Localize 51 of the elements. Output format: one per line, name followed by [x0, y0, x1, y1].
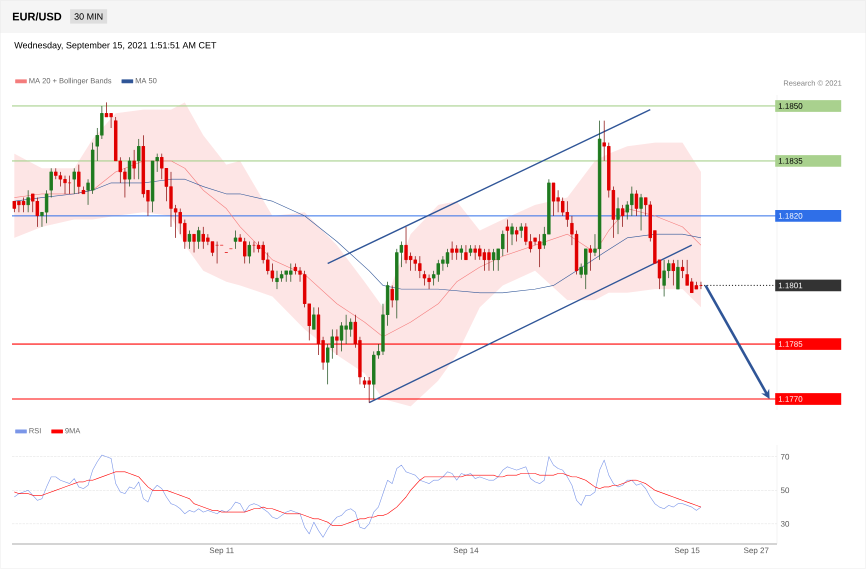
candlestick: [616, 197, 620, 235]
candlestick: [312, 307, 316, 330]
candlestick: [639, 194, 643, 231]
x-tick-label: Sep 27: [744, 548, 769, 555]
y-tick-label: 1.1801: [778, 282, 802, 288]
y-tick-label: 50: [780, 487, 790, 494]
candlestick: [196, 226, 200, 250]
y-tick-label: 1.1785: [778, 341, 802, 347]
candlestick: [468, 244, 472, 256]
candlestick: [672, 259, 676, 286]
candlestick: [680, 259, 684, 278]
chart-title: EUR/USD: [12, 12, 62, 21]
y-tick-label: 70: [780, 454, 790, 460]
candlestick: [72, 168, 76, 194]
x-tick-label: Sep 15: [674, 548, 700, 555]
candlestick: [26, 190, 30, 213]
candlestick: [460, 244, 464, 260]
candlestick: [538, 234, 542, 268]
candlestick: [454, 244, 458, 260]
candlestick: [676, 259, 680, 290]
candlestick: [510, 222, 514, 246]
y-tick-label: 30: [780, 521, 790, 527]
y-tick-label: 1.1820: [778, 213, 802, 219]
candlestick: [514, 226, 518, 242]
y-tick-label: 1.1850: [778, 103, 802, 109]
chart-subtitle: Wednesday, September 15, 2021 1:51:51 AM CET: [14, 42, 216, 50]
candlestick: [464, 244, 468, 260]
candlestick: [12, 200, 16, 213]
x-tick-label: Sep 14: [454, 548, 478, 555]
y-tick-label: 1.1835: [778, 158, 802, 164]
candlestick: [128, 156, 132, 187]
candlestick: [192, 234, 196, 253]
candlestick: [588, 244, 592, 272]
candlestick: [248, 241, 252, 264]
candlestick: [234, 230, 238, 250]
candlestick: [132, 150, 136, 180]
candlestick: [634, 190, 638, 216]
candlestick: [77, 164, 81, 194]
text: 30 MIN: [74, 13, 102, 20]
candlestick: [54, 168, 58, 180]
candlestick: [620, 204, 624, 228]
candlestick: [520, 222, 523, 238]
candlestick: [367, 376, 371, 404]
candlestick: [137, 138, 140, 180]
candlestick: [335, 329, 339, 356]
candlestick: [49, 168, 53, 198]
candlestick: [188, 230, 192, 250]
candlestick: [390, 285, 394, 308]
y-tick-label: 1.1770: [778, 396, 802, 402]
candlestick: [506, 219, 510, 253]
x-tick-label: Sep 11: [210, 548, 234, 555]
